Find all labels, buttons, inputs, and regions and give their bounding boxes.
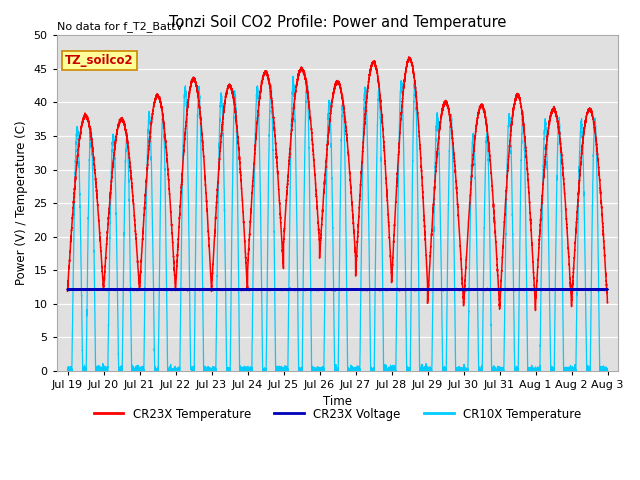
Text: No data for f_T2_BattV: No data for f_T2_BattV (57, 21, 183, 32)
Y-axis label: Power (V) / Temperature (C): Power (V) / Temperature (C) (15, 121, 28, 286)
Legend: CR23X Temperature, CR23X Voltage, CR10X Temperature: CR23X Temperature, CR23X Voltage, CR10X … (89, 403, 586, 425)
Title: Tonzi Soil CO2 Profile: Power and Temperature: Tonzi Soil CO2 Profile: Power and Temper… (169, 15, 506, 30)
X-axis label: Time: Time (323, 396, 352, 408)
Text: TZ_soilco2: TZ_soilco2 (65, 54, 134, 67)
